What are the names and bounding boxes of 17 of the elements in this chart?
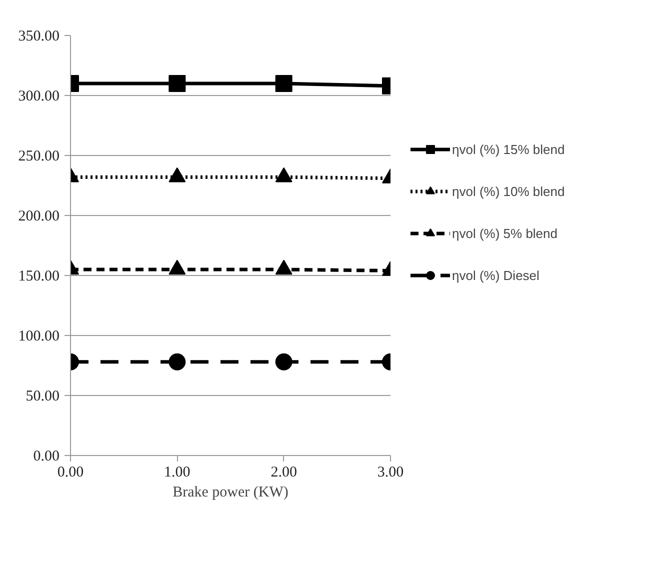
legend-label: ηvol (%) 5% blend	[452, 226, 558, 240]
y-tick-label: 100.00	[18, 328, 60, 344]
y-tick-label: 200.00	[18, 208, 60, 224]
legend-label: ηvol (%) 15% blend	[452, 142, 565, 156]
legend-label: ηvol (%) 10% blend	[452, 184, 565, 198]
x-tick-label: 2.00	[270, 464, 297, 480]
x-tick-label: 3.00	[377, 464, 404, 480]
y-tick-label: 250.00	[18, 148, 60, 164]
y-tick-label: 300.00	[18, 88, 60, 104]
x-axis-title: Brake power (KW)	[172, 484, 288, 500]
y-tick-label: 0.00	[33, 448, 60, 464]
y-tick-label: 50.00	[26, 388, 60, 404]
y-tick-label: 350.00	[18, 28, 60, 44]
legend-label: ηvol (%) Diesel	[452, 268, 540, 282]
x-tick-label: 1.00	[164, 464, 190, 480]
x-tick-label: 0.00	[57, 464, 84, 480]
y-tick-label: 150.00	[18, 268, 60, 284]
